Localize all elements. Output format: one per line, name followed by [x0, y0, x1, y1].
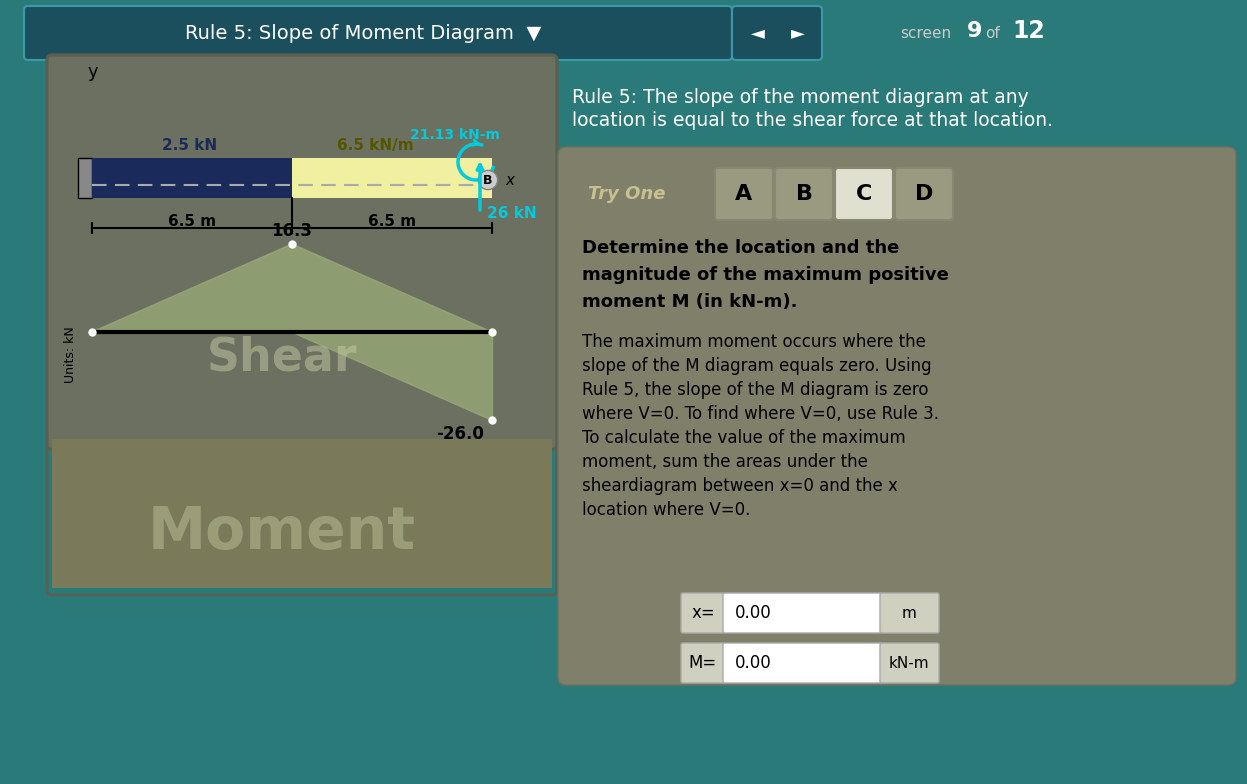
- Text: A: A: [736, 184, 753, 204]
- Text: magnitude of the maximum positive: magnitude of the maximum positive: [582, 266, 949, 284]
- Text: The maximum moment occurs where the: The maximum moment occurs where the: [582, 333, 925, 351]
- FancyBboxPatch shape: [47, 55, 557, 449]
- Text: B: B: [796, 184, 813, 204]
- Text: x=: x=: [691, 604, 715, 622]
- FancyBboxPatch shape: [557, 147, 1236, 685]
- FancyBboxPatch shape: [681, 643, 725, 683]
- Text: C: C: [855, 184, 872, 204]
- Text: 12: 12: [1013, 19, 1045, 43]
- Text: 21.13 kN-m: 21.13 kN-m: [410, 128, 500, 142]
- FancyBboxPatch shape: [715, 168, 773, 220]
- Text: -26.0: -26.0: [436, 425, 484, 443]
- Text: kN-m: kN-m: [889, 655, 929, 670]
- Text: 26 kN: 26 kN: [488, 205, 536, 220]
- Text: 6.5 m: 6.5 m: [168, 213, 216, 228]
- Text: Rule 5, the slope of the M diagram is zero: Rule 5, the slope of the M diagram is ze…: [582, 381, 929, 399]
- Bar: [92, 158, 292, 198]
- Text: Shear: Shear: [207, 336, 357, 380]
- FancyBboxPatch shape: [835, 168, 893, 220]
- FancyBboxPatch shape: [895, 168, 953, 220]
- Text: 0.00: 0.00: [734, 604, 772, 622]
- FancyBboxPatch shape: [24, 6, 732, 60]
- Text: B: B: [484, 173, 493, 187]
- Text: Determine the location and the: Determine the location and the: [582, 239, 899, 257]
- Bar: [79, 158, 92, 198]
- Text: of: of: [985, 26, 1000, 41]
- Text: ◄: ◄: [751, 24, 764, 42]
- Text: y: y: [87, 63, 99, 81]
- FancyBboxPatch shape: [681, 593, 725, 633]
- Bar: [292, 158, 493, 198]
- Text: Try One: Try One: [589, 185, 666, 203]
- Text: 0.00: 0.00: [734, 654, 772, 672]
- Text: sheardiagram between x=0 and the x: sheardiagram between x=0 and the x: [582, 477, 898, 495]
- FancyBboxPatch shape: [732, 6, 822, 60]
- Text: 6.5 kN/m: 6.5 kN/m: [337, 137, 413, 153]
- Text: moment, sum the areas under the: moment, sum the areas under the: [582, 453, 868, 471]
- Text: where V=0. To find where V=0, use Rule 3.: where V=0. To find where V=0, use Rule 3…: [582, 405, 939, 423]
- FancyBboxPatch shape: [880, 593, 939, 633]
- Text: moment M (in kN-m).: moment M (in kN-m).: [582, 293, 798, 311]
- Text: 16.3: 16.3: [272, 222, 313, 240]
- Polygon shape: [292, 332, 493, 420]
- FancyBboxPatch shape: [774, 168, 833, 220]
- Bar: [52, 439, 552, 588]
- Text: slope of the M diagram equals zero. Using: slope of the M diagram equals zero. Usin…: [582, 357, 932, 375]
- Text: m: m: [902, 605, 917, 620]
- Text: M=: M=: [688, 654, 717, 672]
- FancyBboxPatch shape: [723, 593, 882, 633]
- FancyBboxPatch shape: [880, 643, 939, 683]
- Text: Rule 5: Slope of Moment Diagram  ▼: Rule 5: Slope of Moment Diagram ▼: [185, 24, 541, 42]
- Text: location where V=0.: location where V=0.: [582, 501, 751, 519]
- Text: 9: 9: [966, 21, 983, 41]
- Text: Moment: Moment: [148, 503, 416, 561]
- Text: 6.5 m: 6.5 m: [368, 213, 416, 228]
- Polygon shape: [92, 244, 493, 332]
- Text: 2.5 kN: 2.5 kN: [162, 137, 217, 153]
- Text: Rule 5: The slope of the moment diagram at any: Rule 5: The slope of the moment diagram …: [572, 88, 1029, 107]
- Text: screen: screen: [900, 26, 951, 41]
- Text: location is equal to the shear force at that location.: location is equal to the shear force at …: [572, 111, 1052, 129]
- Text: x: x: [505, 172, 514, 187]
- Text: D: D: [915, 184, 933, 204]
- Text: ►: ►: [791, 24, 804, 42]
- Text: Units: kN: Units: kN: [64, 327, 76, 383]
- Text: To calculate the value of the maximum: To calculate the value of the maximum: [582, 429, 905, 447]
- FancyBboxPatch shape: [723, 643, 882, 683]
